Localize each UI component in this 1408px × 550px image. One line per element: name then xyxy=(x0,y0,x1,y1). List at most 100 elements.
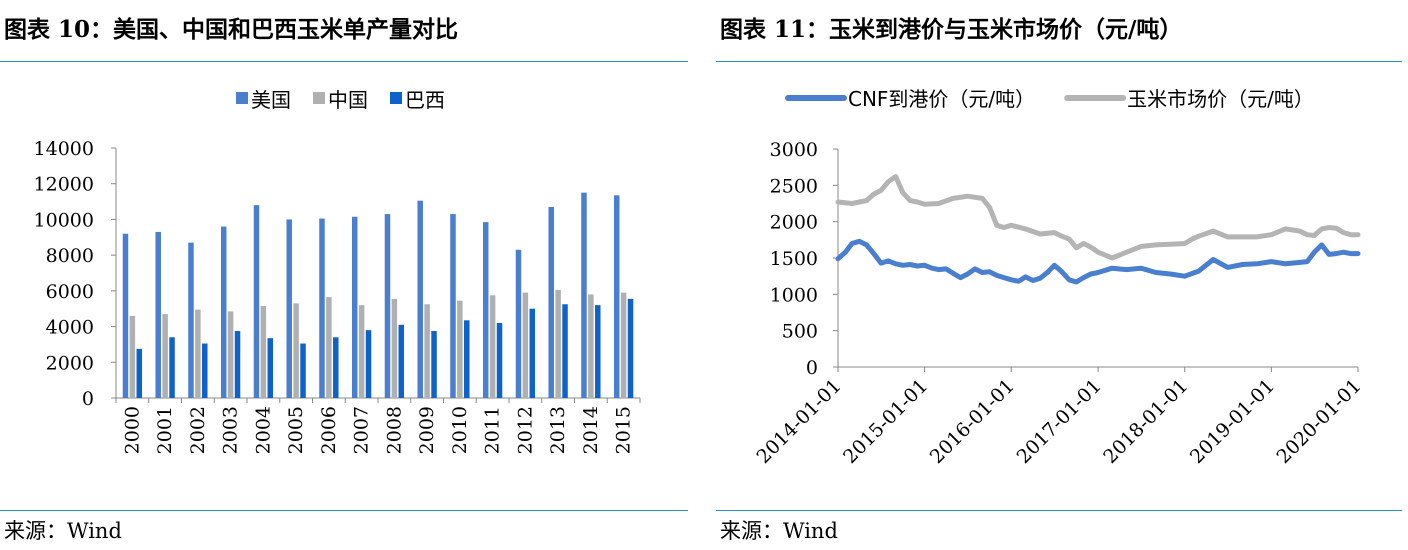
x-tick-label: 2003 xyxy=(220,406,242,454)
bar-2014-中国 xyxy=(588,294,594,398)
bar-2005-中国 xyxy=(293,303,299,398)
left-source-rule xyxy=(0,510,688,511)
bar-2012-巴西 xyxy=(529,308,536,398)
bar-2015-巴西 xyxy=(627,298,634,398)
x-tick-label: 2019-01-01 xyxy=(1186,375,1279,468)
y-tick-label: 3000 xyxy=(770,139,818,161)
bar-2013-美国 xyxy=(548,206,554,398)
market-price-line xyxy=(835,174,1361,261)
legend-label-2: 中国 xyxy=(328,88,368,112)
legend-label-2: 玉米市场价（元/吨） xyxy=(1127,87,1314,111)
bar-2003-巴西 xyxy=(234,331,241,398)
bar-2001-中国 xyxy=(162,314,168,398)
y-tick-label: 500 xyxy=(782,321,818,343)
bar-2010-美国 xyxy=(450,214,456,398)
bar-2001-巴西 xyxy=(169,337,175,398)
x-tick-label: 2001 xyxy=(154,406,176,454)
bar-2000-美国 xyxy=(122,233,129,398)
x-tick-label: 2011 xyxy=(482,406,504,454)
right-panel: 图表 11：玉米到港价与玉米市场价（元/吨） CNF到港价（元/吨） 玉米市场价（… xyxy=(716,0,1408,550)
right-figure-title: 图表 11：玉米到港价与玉米市场价（元/吨） xyxy=(720,16,1183,43)
bar-2002-巴西 xyxy=(202,343,208,398)
bar-2010-巴西 xyxy=(464,320,470,398)
x-tick-label: 2018-01-01 xyxy=(1099,375,1192,468)
left-title-rule xyxy=(0,61,688,62)
left-panel: 图表 10：美国、中国和巴西玉米单产量对比 美国 中国 巴西 0 2000 4000 600… xyxy=(0,0,690,550)
legend-label-1: 美国 xyxy=(251,88,291,112)
bar-2008-中国 xyxy=(391,298,398,398)
bar-2012-美国 xyxy=(515,249,522,398)
bar-2000-中国 xyxy=(129,315,136,398)
y-tick-label: 2000 xyxy=(770,212,818,234)
bar-2015-中国 xyxy=(620,292,627,398)
bar-2002-中国 xyxy=(195,309,201,398)
bar-2005-美国 xyxy=(286,219,292,398)
x-tick-label: 2014 xyxy=(580,406,602,454)
x-tick-label: 2000 xyxy=(121,406,143,454)
bar-2006-中国 xyxy=(326,297,332,398)
bar-2007-巴西 xyxy=(365,330,372,398)
y-tick-label: 8000 xyxy=(46,245,94,267)
bar-2003-美国 xyxy=(220,226,227,398)
y-tick-label: 0 xyxy=(806,357,818,379)
bar-2013-巴西 xyxy=(562,304,568,398)
x-tick-label: 2002 xyxy=(187,406,209,454)
y-tick-label: 6000 xyxy=(46,281,94,303)
bar-2011-中国 xyxy=(489,295,496,398)
y-tick-label: 12000 xyxy=(34,174,94,196)
x-tick-label: 2015 xyxy=(613,406,635,454)
right-source-rule xyxy=(716,510,1402,511)
bar-2006-巴西 xyxy=(333,337,339,398)
left-figure-title: 图表 10：美国、中国和巴西玉米单产量对比 xyxy=(4,16,459,43)
x-tick-label: 2017-01-01 xyxy=(1013,375,1106,468)
y-tick-label: 2500 xyxy=(770,175,818,197)
bar-2004-美国 xyxy=(253,205,260,398)
bar-2007-美国 xyxy=(351,216,358,398)
left-bar-chart: 美国 中国 巴西 0 2000 4000 6000 8000 10000 12000 14000 20… xyxy=(34,88,641,454)
x-tick-label: 2015-01-01 xyxy=(839,375,932,468)
bar-2008-美国 xyxy=(384,214,391,398)
bar-2001-美国 xyxy=(155,231,161,398)
legend-swatch-3 xyxy=(390,92,402,104)
bar-2005-巴西 xyxy=(300,343,306,398)
bar-2011-美国 xyxy=(482,222,489,398)
bar-2000-巴西 xyxy=(136,348,143,398)
y-tick-label: 4000 xyxy=(46,317,94,339)
bar-2008-巴西 xyxy=(398,324,405,398)
x-tick-label: 2013 xyxy=(547,406,569,454)
bar-2004-中国 xyxy=(260,306,267,398)
x-tick-label: 2005 xyxy=(285,406,307,454)
y-tick-label: 0 xyxy=(82,388,94,410)
legend-label-3: 巴西 xyxy=(405,88,445,112)
x-tick-label: 2012 xyxy=(514,406,536,454)
bar-2009-美国 xyxy=(417,200,423,398)
bar-2011-巴西 xyxy=(496,323,503,398)
bar-2004-巴西 xyxy=(267,338,274,398)
bar-2002-美国 xyxy=(188,242,194,398)
bar-2003-中国 xyxy=(227,311,234,398)
right-line-chart: CNF到港价（元/吨） 玉米市场价（元/吨） 0 500 1000 1500 2000 250… xyxy=(753,87,1366,468)
x-tick-label: 2016-01-01 xyxy=(926,375,1019,468)
legend-swatch-2 xyxy=(313,92,325,104)
right-title-rule xyxy=(716,61,1402,62)
bar-2007-中国 xyxy=(358,305,365,398)
left-source-note: 来源：Wind xyxy=(4,519,122,543)
x-tick-label: 2008 xyxy=(383,406,405,454)
y-tick-label: 14000 xyxy=(34,138,94,160)
x-tick-label: 2007 xyxy=(351,406,373,454)
x-tick-label: 2004 xyxy=(252,406,274,454)
bar-2006-美国 xyxy=(319,218,325,398)
x-tick-label: 2020-01-01 xyxy=(1273,375,1366,468)
bar-2010-中国 xyxy=(457,300,463,398)
y-tick-label: 1500 xyxy=(770,248,818,270)
x-tick-label: 2010 xyxy=(449,406,471,454)
bar-2009-巴西 xyxy=(431,331,437,398)
bar-2012-中国 xyxy=(522,292,529,398)
legend-label-1: CNF到港价（元/吨） xyxy=(848,87,1035,111)
legend-swatch-1 xyxy=(236,92,248,104)
right-source-note: 来源：Wind xyxy=(720,519,838,543)
x-tick-label: 2014-01-01 xyxy=(753,375,846,468)
x-tick-label: 2009 xyxy=(416,406,438,454)
bar-2015-美国 xyxy=(613,195,620,398)
bar-2014-巴西 xyxy=(595,305,601,398)
